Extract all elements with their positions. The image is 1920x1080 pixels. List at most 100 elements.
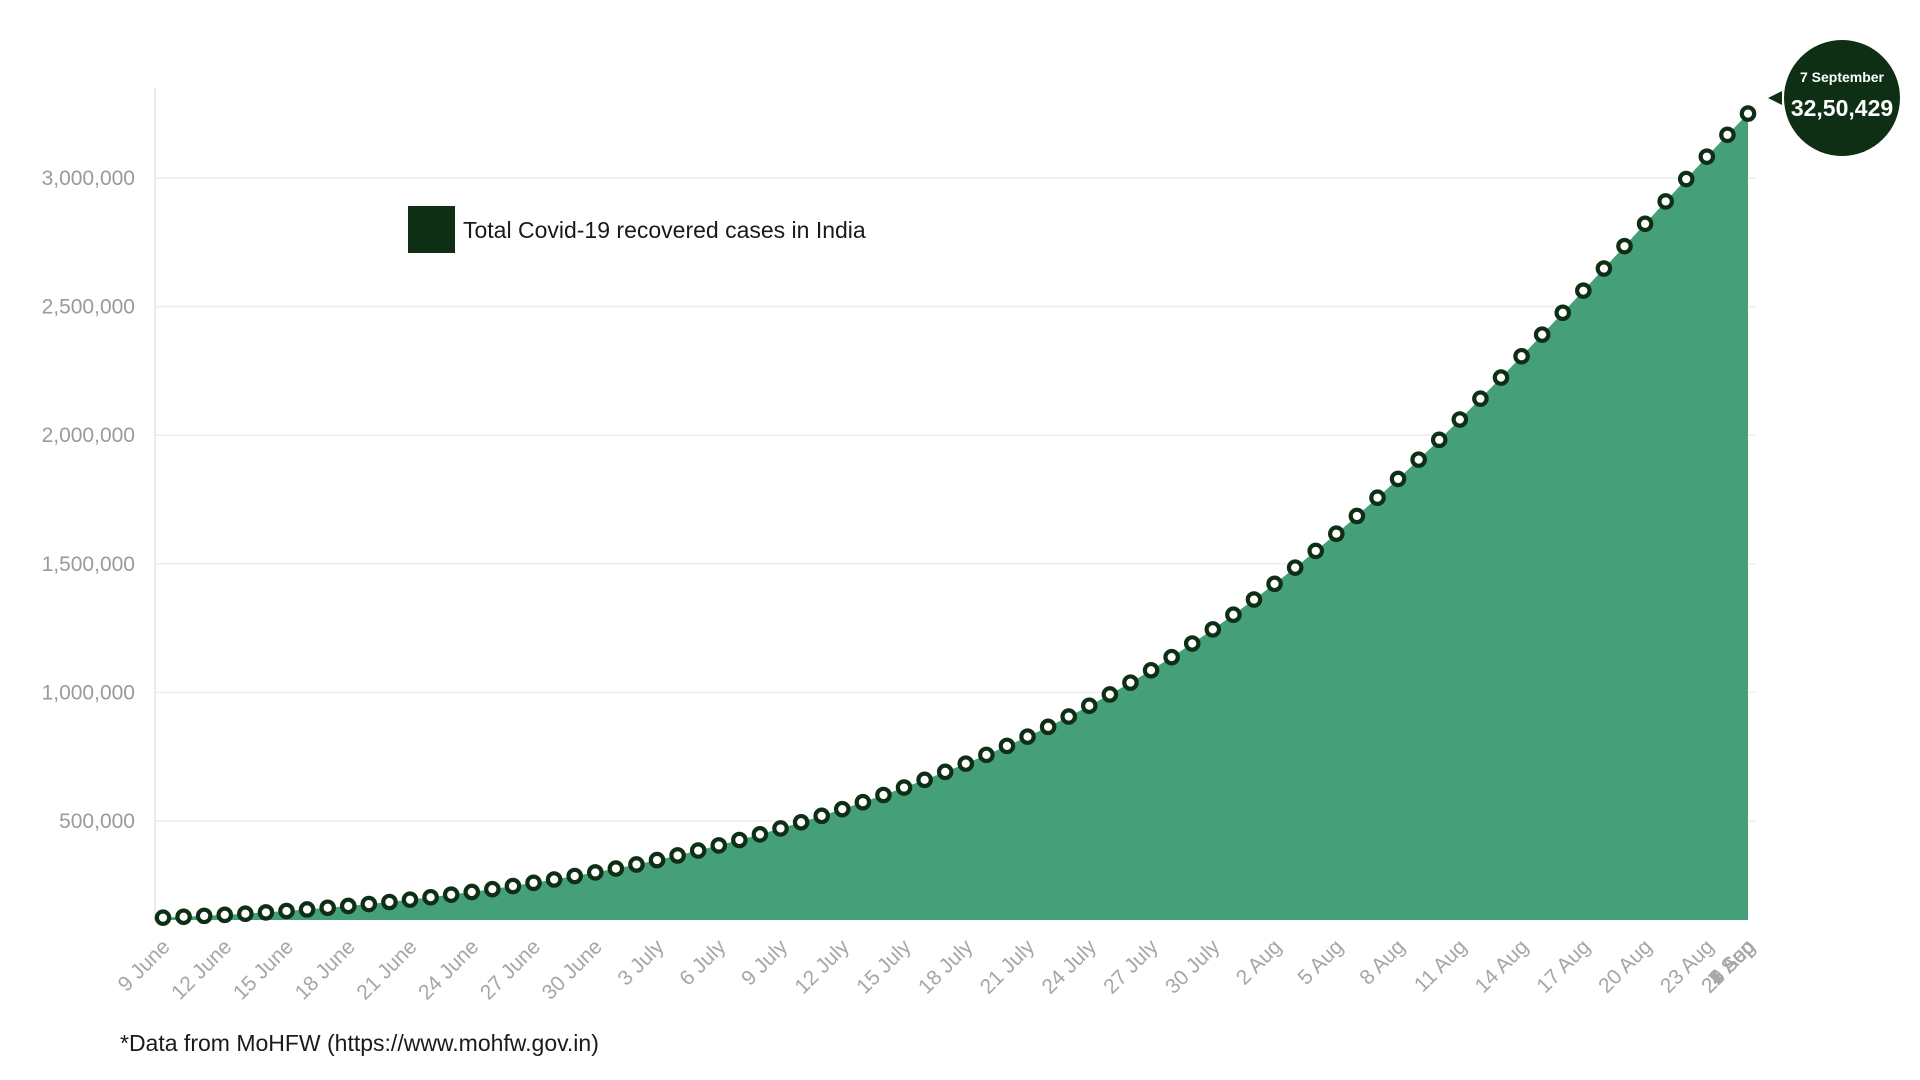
- data-point: [1080, 697, 1098, 715]
- x-tick-label: 8 Aug: [1355, 935, 1409, 989]
- data-point: [504, 877, 522, 895]
- data-point: [731, 831, 748, 849]
- data-point: [1060, 708, 1078, 725]
- data-point: [895, 779, 913, 796]
- data-point: [936, 763, 954, 781]
- data-point: [1266, 575, 1283, 593]
- y-tick-label: 3,000,000: [42, 167, 135, 190]
- data-point: [751, 826, 769, 843]
- x-tick-label: 2 Aug: [1232, 935, 1286, 989]
- data-point: [1142, 661, 1160, 679]
- data-point: [525, 874, 542, 892]
- x-tick-label: 30 July: [1161, 935, 1225, 999]
- y-tick-labels: 500,000 1,000,000 1,500,000 2,000,000 2,500,…: [42, 167, 135, 833]
- data-point: [1225, 606, 1242, 624]
- data-point: [607, 860, 625, 877]
- data-point: [1739, 105, 1757, 122]
- x-tick-label: 15 July: [852, 935, 916, 999]
- data-point: [381, 893, 398, 911]
- x-tick-label: 6 July: [675, 935, 730, 990]
- data-point: [1575, 282, 1592, 299]
- y-tick-label: 1,500,000: [42, 553, 135, 576]
- data-point: [1389, 470, 1407, 488]
- area-layer: [163, 113, 1748, 920]
- x-tick-label: 12 July: [791, 935, 855, 999]
- data-point: [998, 737, 1016, 755]
- x-tick-label: 27 July: [1099, 935, 1163, 999]
- y-tick-label: 500,000: [59, 810, 135, 833]
- x-tick-label: 21 June: [352, 935, 421, 1004]
- data-point: [710, 837, 728, 854]
- data-point: [175, 908, 192, 926]
- data-point: [1719, 126, 1736, 144]
- data-point: [339, 897, 357, 915]
- data-point: [566, 867, 583, 885]
- y-tick-label: 2,000,000: [42, 424, 135, 447]
- data-point: [854, 793, 872, 811]
- data-point: [360, 895, 378, 913]
- data-point: [237, 905, 254, 922]
- data-point: [545, 871, 563, 888]
- data-point: [1369, 489, 1386, 506]
- callout-bubble: [1784, 40, 1900, 156]
- data-point: [628, 856, 645, 873]
- data-point: [875, 786, 892, 804]
- data-point: [916, 771, 933, 789]
- data-point: [1451, 411, 1469, 428]
- data-point: [586, 864, 604, 881]
- x-tick-label: 30 June: [538, 935, 607, 1004]
- data-point: [1245, 591, 1263, 608]
- data-point: [792, 813, 810, 831]
- x-tick-label: 7 Sep: [1704, 935, 1759, 990]
- x-tick-label: 14 Aug: [1471, 935, 1534, 998]
- data-point: [957, 755, 975, 772]
- x-tick-label: 18 June: [291, 935, 360, 1004]
- x-tick-label: 3 July: [614, 935, 669, 990]
- data-point: [1307, 542, 1325, 560]
- data-point: [463, 883, 481, 901]
- x-tick-label: 20 Aug: [1594, 935, 1657, 998]
- data-point: [1554, 304, 1572, 322]
- footnote: *Data from MoHFW (https://www.mohfw.gov.…: [120, 1030, 599, 1056]
- callout-pointer: [1768, 91, 1782, 105]
- x-tick-label: 15 June: [229, 935, 298, 1004]
- x-tick-label: 9 July: [737, 935, 792, 990]
- legend: Total Covid-19 recovered cases in India: [408, 206, 866, 253]
- data-point: [1636, 215, 1654, 233]
- data-point: [772, 820, 789, 837]
- data-point: [1698, 148, 1716, 165]
- data-point: [689, 842, 707, 859]
- area-fill: [163, 113, 1748, 920]
- x-tick-label: 9 June: [114, 935, 175, 996]
- data-point: [1657, 193, 1674, 210]
- data-point: [422, 888, 439, 906]
- data-point: [978, 746, 995, 764]
- data-point: [1616, 237, 1633, 255]
- data-point: [1183, 635, 1201, 652]
- legend-label: Total Covid-19 recovered cases in India: [463, 217, 866, 243]
- x-tick-label: 27 June: [476, 935, 545, 1004]
- y-tick-label: 1,000,000: [42, 681, 135, 704]
- data-point: [1101, 686, 1119, 703]
- data-point: [154, 909, 172, 926]
- x-tick-label: 11 Aug: [1410, 935, 1471, 996]
- callout-date: 7 September: [1800, 69, 1885, 85]
- data-point: [669, 847, 686, 864]
- x-tick-label: 17 Aug: [1532, 935, 1595, 998]
- x-tick-label: 21 July: [976, 935, 1040, 999]
- data-point: [216, 906, 234, 924]
- data-point: [1430, 431, 1448, 449]
- data-point: [1163, 648, 1180, 666]
- x-tick-label: 18 July: [914, 935, 978, 999]
- data-point: [1677, 170, 1695, 188]
- data-point: [1019, 728, 1036, 745]
- data-markers: [154, 105, 1757, 926]
- data-point: [1513, 347, 1530, 365]
- legend-swatch: [408, 206, 455, 253]
- data-point: [1039, 718, 1057, 736]
- data-point: [484, 880, 501, 898]
- data-point: [278, 902, 295, 920]
- data-point: [1286, 559, 1304, 576]
